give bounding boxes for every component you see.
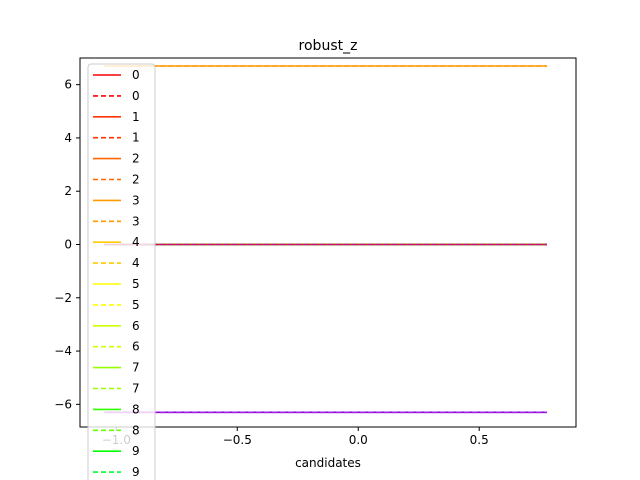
legend-label: 0 — [132, 68, 140, 82]
legend-label: 2 — [132, 173, 140, 187]
legend-label: 1 — [132, 110, 140, 124]
legend-label: 3 — [132, 214, 140, 228]
y-tick-label: −6 — [54, 397, 72, 411]
y-tick-label: 0 — [64, 237, 72, 251]
x-tick-label: −0.5 — [223, 433, 252, 447]
legend-label: 9 — [132, 465, 140, 479]
y-tick-label: 6 — [64, 78, 72, 92]
legend-label: 6 — [132, 340, 140, 354]
y-tick-label: −4 — [54, 344, 72, 358]
legend-label: 7 — [132, 382, 140, 396]
plot-frame — [79, 57, 577, 428]
y-tick-label: −2 — [54, 291, 72, 305]
legend-label: 8 — [132, 402, 140, 416]
y-tick-label: 2 — [64, 184, 72, 198]
x-tick-label: 0.5 — [470, 433, 489, 447]
plot-lines — [104, 65, 547, 414]
legend-label: 0 — [132, 89, 140, 103]
legend: 0 0 1 1 2 2 3 3 4 4 5 5 6 6 7 7 8 8 9 9 — [87, 63, 156, 480]
legend-label: 6 — [132, 319, 140, 333]
legend-box — [87, 63, 156, 480]
x-axis: −1.0−0.50.00.5 — [102, 427, 489, 447]
y-axis: −6 −4 −2 0 2 4 6 — [54, 78, 80, 411]
legend-label: 4 — [132, 235, 140, 249]
legend-label: 7 — [132, 361, 140, 375]
y-tick-label: 4 — [64, 131, 72, 145]
legend-label: 5 — [132, 298, 140, 312]
legend-label: 2 — [132, 152, 140, 166]
legend-label: 1 — [132, 131, 140, 145]
x-tick-label: 0.0 — [349, 433, 368, 447]
chart-title: robust_z — [299, 38, 358, 54]
legend-label: 5 — [132, 277, 140, 291]
legend-label: 4 — [132, 256, 140, 270]
legend-label: 9 — [132, 444, 140, 458]
legend-label: 3 — [132, 193, 140, 207]
legend-label: 8 — [132, 423, 140, 437]
x-axis-label: candidates — [295, 456, 361, 470]
